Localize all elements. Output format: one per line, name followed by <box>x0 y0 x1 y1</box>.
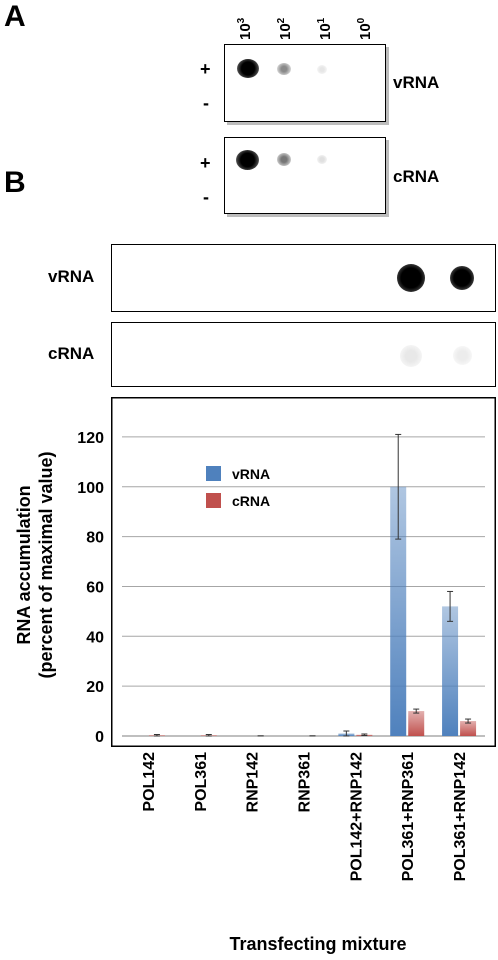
chart-frame <box>111 397 496 747</box>
blot-spot <box>277 63 291 75</box>
blot-label-b-vrna: vRNA <box>48 267 95 286</box>
blot-label-a-vrna: vRNA <box>393 73 440 92</box>
dot-blot-b-vrna <box>111 244 496 312</box>
x-tick-label: POL361+RNP361 <box>400 752 417 882</box>
blot-spot <box>397 264 425 292</box>
bar-vrna <box>442 606 459 736</box>
y-tick-label: 0 <box>95 729 104 746</box>
plus-label: + <box>200 153 211 173</box>
blot-label-b-crna: cRNA <box>48 344 95 363</box>
blot-spot <box>237 59 259 78</box>
plus-label: + <box>200 59 211 79</box>
x-axis-title: Transfecting mixture <box>229 934 406 954</box>
y-tick-label: 80 <box>86 530 104 547</box>
x-tick-label: RNP361 <box>297 752 314 813</box>
x-tick-label: POL361+RNP142 <box>452 752 469 882</box>
y-tick-label: 40 <box>86 629 104 646</box>
x-tick-label: POL142+RNP142 <box>348 752 365 882</box>
blot-spot <box>450 266 474 290</box>
legend-swatch-crna <box>206 493 221 508</box>
legend-swatch-vrna <box>206 466 221 481</box>
x-tick-label: RNP142 <box>245 752 262 813</box>
legend-label-crna: cRNA <box>232 493 270 509</box>
y-tick-label: 120 <box>77 430 104 447</box>
bar-crna <box>408 711 425 736</box>
dot-blot-a-vrna <box>224 44 386 122</box>
y-tick-label: 20 <box>86 679 104 696</box>
blot-label-a-crna: cRNA <box>393 167 440 186</box>
blot-spot <box>453 346 472 365</box>
panel-a-letter: A <box>4 0 26 33</box>
x-tick-label: POL361 <box>193 752 210 812</box>
dot-blot-b-crna <box>111 322 496 387</box>
panel-b-letter: B <box>4 166 26 199</box>
minus-label: - <box>203 93 209 113</box>
y-tick-label: 100 <box>77 480 104 497</box>
y-axis-title-line2: (percent of maximal value) <box>36 451 56 678</box>
x-tick-label: POL142 <box>141 752 158 812</box>
blot-spot <box>317 65 327 74</box>
bar-crna <box>460 721 477 736</box>
minus-label: - <box>203 187 209 207</box>
blot-spot <box>400 345 422 367</box>
blot-spot <box>277 153 291 166</box>
blot-spot <box>236 150 259 170</box>
blot-spot <box>317 155 327 164</box>
bar-vrna <box>390 486 407 736</box>
legend-label-vrna: vRNA <box>232 466 270 482</box>
dot-blot-a-crna <box>224 137 386 214</box>
y-axis-title-line1: RNA accumulation <box>14 485 34 644</box>
y-tick-label: 60 <box>86 579 104 596</box>
